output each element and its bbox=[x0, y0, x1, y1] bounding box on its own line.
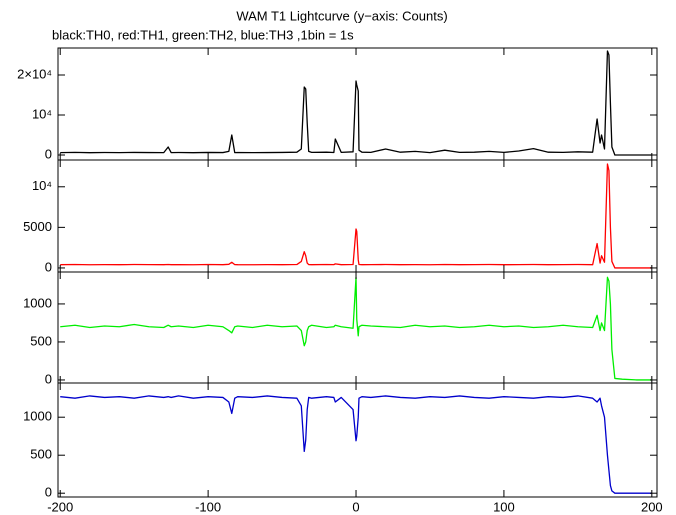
light-curve bbox=[60, 50, 652, 156]
x-tick-label: 0 bbox=[352, 499, 359, 514]
chart-title: WAM T1 Lightcurve (y−axis: Counts) bbox=[236, 8, 447, 23]
y-tick-label: 500 bbox=[30, 447, 52, 462]
y-tick-label: 0 bbox=[45, 485, 52, 500]
x-tick-label: 200 bbox=[641, 499, 663, 514]
y-tick-label: 10⁴ bbox=[32, 106, 52, 121]
x-tick-label: 100 bbox=[493, 499, 515, 514]
light-curve bbox=[60, 163, 652, 269]
y-tick-label: 10⁴ bbox=[32, 178, 52, 193]
y-tick-label: 1000 bbox=[23, 409, 52, 424]
y-tick-label: 2×10⁴ bbox=[17, 66, 52, 81]
y-tick-label: 1000 bbox=[23, 295, 52, 310]
light-curve bbox=[60, 395, 652, 494]
chart-subtitle: black:TH0, red:TH1, green:TH2, blue:TH3 … bbox=[52, 27, 354, 42]
y-tick-label: 0 bbox=[45, 259, 52, 274]
y-tick-label: 500 bbox=[30, 333, 52, 348]
y-tick-label: 0 bbox=[45, 146, 52, 161]
x-tick-label: -200 bbox=[47, 499, 73, 514]
y-tick-label: 0 bbox=[45, 371, 52, 386]
light-curve bbox=[60, 276, 652, 381]
x-tick-label: -100 bbox=[195, 499, 221, 514]
panel-frame bbox=[57, 382, 658, 498]
panel-frame bbox=[57, 47, 658, 161]
y-tick-label: 5000 bbox=[23, 219, 52, 234]
